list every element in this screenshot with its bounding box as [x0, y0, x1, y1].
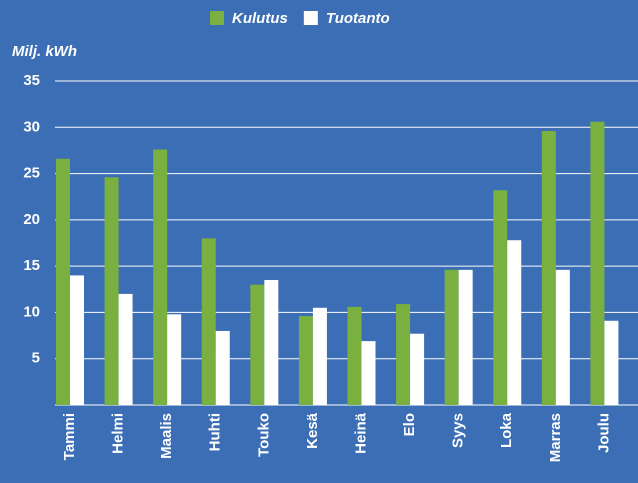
x-tick-label: Marras — [547, 413, 564, 462]
bar — [444, 269, 459, 405]
bar — [104, 177, 119, 405]
bar — [410, 333, 425, 405]
y-tick-label: 35 — [23, 72, 40, 89]
bar — [590, 121, 605, 405]
y-tick-label: 25 — [23, 165, 40, 182]
x-tick-label: Joulu — [595, 413, 612, 453]
y-axis-label: Milj. kWh — [12, 43, 77, 60]
bar — [507, 240, 522, 405]
bar — [298, 316, 313, 405]
x-tick-label: Elo — [401, 413, 418, 436]
legend-swatch — [303, 11, 318, 25]
bar — [56, 158, 70, 405]
bar — [167, 314, 182, 405]
bar — [118, 293, 133, 405]
legend-swatch — [210, 11, 224, 25]
y-tick-label: 20 — [23, 211, 40, 228]
bar — [396, 304, 411, 405]
bar — [264, 280, 279, 405]
x-tick-label: Tammi — [61, 413, 78, 460]
x-tick-label: Touko — [255, 413, 272, 457]
y-tick-label: 15 — [23, 257, 40, 274]
bar — [493, 190, 508, 405]
x-tick-label: Syys — [450, 413, 467, 448]
y-tick-label: 30 — [23, 118, 40, 135]
y-tick-label: 5 — [32, 350, 40, 367]
bar — [312, 307, 327, 405]
bar — [70, 275, 84, 405]
bar — [153, 149, 168, 405]
bar — [361, 341, 376, 405]
bar — [555, 269, 570, 405]
bar — [250, 284, 265, 405]
x-tick-label: Kesä — [304, 412, 321, 449]
x-tick-label: Loka — [498, 412, 515, 448]
bar — [458, 269, 473, 405]
legend-label: Tuotanto — [326, 10, 390, 27]
legend-label: Kulutus — [232, 10, 288, 27]
x-tick-label: Huhti — [207, 413, 224, 451]
x-tick-label: Helmi — [110, 413, 127, 454]
y-tick-label: 10 — [23, 303, 40, 320]
x-tick-label: Maalis — [158, 413, 175, 459]
bar — [604, 320, 619, 405]
bar — [541, 130, 556, 405]
bar — [201, 238, 216, 405]
bar — [347, 306, 362, 405]
x-tick-label: Heinä — [352, 412, 369, 454]
bar — [215, 330, 230, 405]
